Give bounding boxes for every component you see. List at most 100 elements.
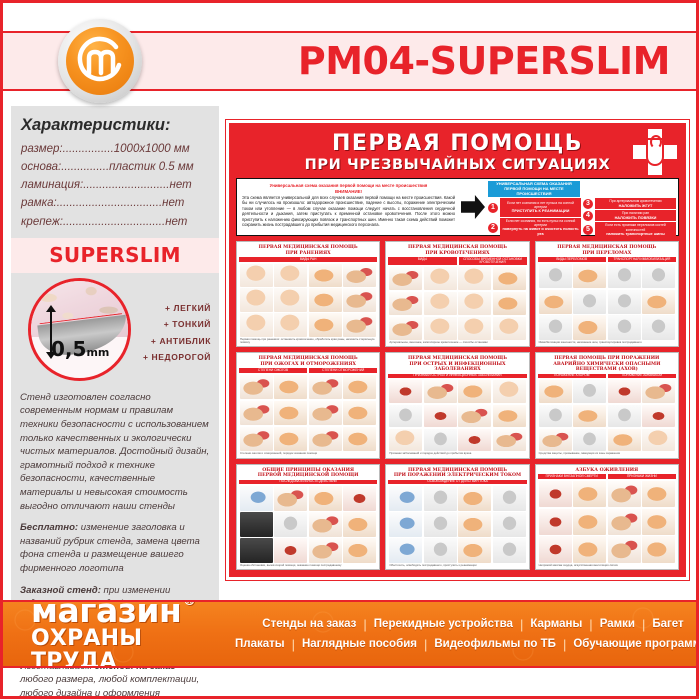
step-content: Если нет сознания, но есть пульс на сонн… [500, 217, 581, 238]
step-text: Если нет сознания, но есть пульс на сонн… [505, 218, 576, 227]
footer-link[interactable]: Видеофильмы по ТБ [434, 638, 556, 650]
illustration-cell [389, 404, 423, 428]
panel-title: ПЕРВАЯ МЕДИЦИНСКАЯ ПОМОЩЬ ПРИ ОЖОГАХ И О… [258, 356, 358, 367]
step-action: НАЛОЖИТЬ ПОВЯЗКИ [614, 215, 657, 220]
illustration-cell [389, 291, 423, 316]
registered-mark-icon: ® [182, 600, 196, 609]
illustration-cell [538, 536, 572, 563]
illustration-cell [274, 263, 308, 287]
illustration-cell [308, 426, 342, 452]
superslim-label: SUPERSLIM [49, 242, 181, 267]
illustration-cell [642, 289, 675, 314]
spec-row: размер:................1000x1000 мм [21, 140, 211, 158]
feature-item: + ТОНКИЙ [163, 319, 211, 330]
panel-title: ПЕРВАЯ МЕДИЦИНСКАЯ ПОМОЩЬ ПРИ ОСТРЫХ И И… [407, 356, 508, 373]
illustration-cell [389, 380, 423, 403]
illustration-cell [573, 480, 607, 507]
thickness-diagram: 0,5mm + ЛЕГКИЙ + ТОНКИЙ + АНТИБЛИК + НЕД… [11, 272, 219, 385]
panel-title: АЗБУКА ОЖИВЛЕНИЯ [575, 467, 639, 473]
illustration-cell [274, 512, 308, 537]
illustration-cell [573, 404, 607, 428]
illustration-cell [308, 263, 342, 287]
illustration-cell [308, 538, 342, 563]
illustration-cell [423, 486, 457, 511]
poster-panel: ПЕРВАЯ МЕДИЦИНСКАЯ ПОМОЩЬ ПРИ ОСТРЫХ И И… [385, 352, 530, 459]
scheme-step: 1 Если нет сознания и нет пульса на сонн… [488, 198, 581, 217]
illustration-cell [642, 263, 675, 288]
panel-subhead: ВИДЫ [388, 257, 457, 266]
custom-stand-label: Заказной стенд: [20, 584, 101, 596]
panel-subhead: ПРИЗНАКИ ВНЕЗАПНОЙ СМЕРТИ [537, 474, 606, 479]
footer-link[interactable]: Обучающие программы [573, 638, 696, 650]
logo-m-glyph-icon [58, 19, 142, 103]
illustration-cell [538, 404, 572, 428]
steps-column-left: 1 Если нет сознания и нет пульса на сонн… [488, 198, 581, 238]
illustration-cell [642, 380, 675, 403]
illustration-cell [274, 486, 308, 511]
footer-link[interactable]: Перекидные устройства [373, 618, 513, 630]
footer-link[interactable]: Рамки [599, 618, 635, 630]
scheme-attention: ВНИМАНИЕ! [334, 188, 363, 194]
footer-link[interactable]: Плакаты [235, 638, 285, 650]
footer-separator: | [291, 636, 295, 652]
illustration-cell [308, 400, 342, 426]
footer-brand[interactable]: магазин ® ОХРАНЫ ТРУДА [3, 600, 235, 666]
panel-subheads: ПРИЗНАКИ ВНЕЗАПНОЙ СМЕРТИ ПРИЗНАКИ ЖИЗНИ [537, 474, 676, 479]
step-action: ПРИСТУПИТЬ К РЕАНИМАЦИИ [511, 209, 570, 214]
free-options-label: Бесплатно: [20, 522, 79, 534]
illustration-cell [458, 291, 492, 316]
footer-separator: | [589, 616, 593, 632]
footer-safety-signs-pattern [3, 602, 696, 666]
step-text: При наличии ран [622, 211, 649, 216]
illustration-cell [538, 315, 572, 340]
illustration-cell [274, 313, 308, 337]
description-paragraph-2: Бесплатно: изменение заголовка и названи… [20, 521, 210, 575]
poster-heading: ПЕРВАЯ ПОМОЩЬ ПРИ ЧРЕЗВЫЧАЙНЫХ СИТУАЦИЯХ [236, 129, 679, 178]
feature-list: + ЛЕГКИЙ + ТОНКИЙ + АНТИБЛИК + НЕДОРОГОЙ [143, 300, 211, 366]
illustration-cell [389, 486, 423, 511]
spec-value: нет [162, 197, 185, 210]
illustration-cell [343, 313, 377, 337]
step-content: При наличии ран НАЛОЖИТЬ ПОВЯЗКИ [595, 210, 676, 222]
footer-link[interactable]: Стенды на заказ [262, 618, 357, 630]
scheme-steps-grid: 1 Если нет сознания и нет пульса на сонн… [488, 198, 676, 238]
footer-link[interactable]: Наглядные пособия [301, 638, 417, 650]
medical-cross-icon [633, 129, 677, 175]
footer-link[interactable]: Карманы [530, 618, 583, 630]
illustration-cell [492, 267, 526, 291]
illustration-cell [274, 538, 308, 563]
illustration-cell [573, 289, 607, 314]
arrow-right-icon [460, 181, 486, 233]
illustration-cell [308, 486, 342, 511]
spec-label: размер: [21, 143, 63, 155]
brand-logo[interactable] [58, 19, 142, 103]
illustration-cell [573, 428, 607, 452]
illustration-cell [240, 486, 273, 511]
step-action: НАЛОЖИТЬ ЖГУТ [618, 203, 653, 208]
illustration-cell [240, 538, 273, 563]
spec-label: основа: [21, 161, 62, 174]
illustration-cell [458, 486, 492, 511]
poster-preview[interactable]: ПЕРВАЯ ПОМОЩЬ ПРИ ЧРЕЗВЫЧАЙНЫХ СИТУАЦИЯХ… [225, 119, 690, 581]
illustration-cell [607, 380, 641, 403]
illustration-cell [607, 536, 641, 563]
illustration-cell [389, 538, 423, 563]
panel-subheads: ВИДЫ РАН [239, 257, 378, 262]
step-content: Если нет сознания и нет пульса на сонной… [500, 198, 581, 217]
illustration-cell [343, 538, 377, 563]
spec-dots: ................................ [62, 215, 166, 228]
step-text: Если нет сознания и нет пульса на сонной… [507, 200, 574, 210]
illustration-cell [389, 512, 423, 537]
steps-column-right: 3 При артериальном кровотечении НАЛОЖИТЬ… [583, 198, 676, 238]
panel-illustrations [239, 485, 377, 563]
site-footer: магазин ® ОХРАНЫ ТРУДА Стенды на заказ | Пе… [3, 600, 696, 668]
illustration-cell [492, 486, 526, 511]
scheme-step: 5 Если есть признаки переломов костей ко… [583, 222, 676, 238]
poster-panel: ПЕРВАЯ МЕДИЦИНСКАЯ ПОМОЩЬ ПРИ ПОРАЖЕНИИ … [385, 463, 530, 570]
scheme-body: Эта схема является универсальной для все… [242, 194, 455, 228]
footer-link[interactable]: Багет [652, 618, 684, 630]
thickness-unit: mm [86, 345, 110, 359]
panel-footnote: Иммобилизация конечности, наложение шин,… [538, 339, 642, 344]
spec-dots: ................................. [56, 197, 163, 210]
illustration-cell [240, 313, 273, 337]
